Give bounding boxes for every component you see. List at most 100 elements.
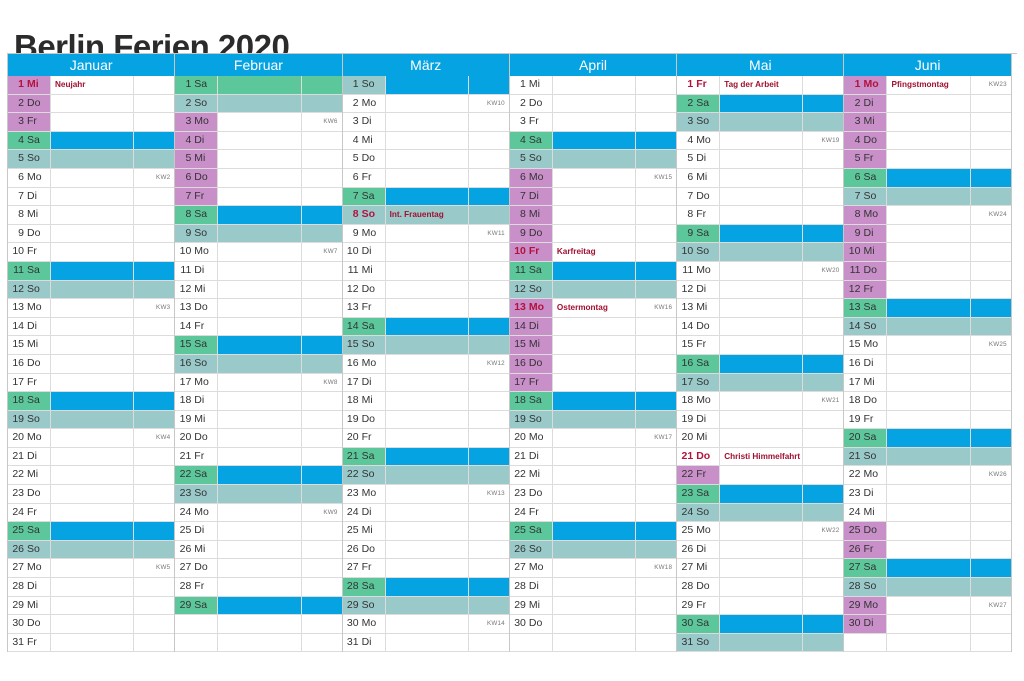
day-cell[interactable]: 9 Mo: [342, 224, 386, 243]
day-cell[interactable]: 18 Do: [844, 392, 888, 410]
day-row[interactable]: 2 Mo KW10: [342, 94, 509, 114]
day-cell[interactable]: 8 So: [342, 206, 386, 224]
day-row[interactable]: 24 Mi: [844, 503, 1011, 523]
day-cell[interactable]: 5 Di: [677, 150, 721, 168]
day-cell[interactable]: 13 Mi: [677, 299, 721, 317]
day-row[interactable]: 30 Sa: [677, 615, 844, 634]
day-row[interactable]: 11 Mo KW20: [677, 261, 844, 281]
day-row[interactable]: 1 Fr Tag der Arbeit: [677, 76, 844, 95]
day-row[interactable]: 7 Do: [677, 187, 844, 207]
day-row[interactable]: 6 Sa: [844, 168, 1011, 188]
day-cell[interactable]: 10 Fr: [509, 243, 553, 261]
day-row[interactable]: 11 Sa: [8, 261, 175, 281]
day-cell[interactable]: 25 Sa: [8, 522, 51, 540]
day-row[interactable]: 4 Do: [844, 131, 1011, 151]
day-row[interactable]: 11 Sa: [509, 261, 677, 281]
day-row[interactable]: 11 Di: [175, 261, 342, 281]
day-row[interactable]: 9 Do: [8, 224, 175, 244]
day-cell[interactable]: 23 Mo: [342, 485, 386, 503]
day-row[interactable]: 29 Mo KW27: [844, 596, 1011, 616]
day-cell[interactable]: 28 So: [844, 578, 888, 596]
event-label[interactable]: Christi Himmelfahrt: [720, 447, 804, 466]
month-header[interactable]: Februar: [175, 54, 342, 76]
day-row[interactable]: 17 Mi: [844, 373, 1011, 393]
day-row[interactable]: 12 Di: [677, 280, 844, 300]
day-row[interactable]: 20 Mi: [677, 429, 844, 448]
day-cell[interactable]: 7 Di: [8, 187, 51, 206]
day-row[interactable]: 14 Fr: [175, 317, 342, 337]
day-cell[interactable]: 9 Sa: [677, 224, 721, 243]
day-row[interactable]: 5 Fr: [844, 150, 1011, 169]
event-label[interactable]: Int. Frauentag: [385, 206, 469, 224]
day-row[interactable]: 23 Sa: [677, 485, 844, 504]
day-row[interactable]: 31 Di: [342, 633, 509, 653]
day-cell[interactable]: 29 So: [342, 596, 386, 615]
day-cell[interactable]: 8 Fr: [677, 206, 721, 224]
day-row[interactable]: 26 Do: [342, 540, 509, 560]
month-header[interactable]: April: [509, 54, 677, 76]
day-row[interactable]: 20 Fr: [342, 429, 509, 448]
day-cell[interactable]: 6 Do: [175, 168, 219, 187]
day-row[interactable]: 16 Do: [509, 354, 677, 374]
day-cell[interactable]: 16 Do: [509, 354, 553, 373]
day-cell[interactable]: 27 Do: [175, 559, 219, 578]
day-row[interactable]: 8 Mo KW24: [844, 206, 1011, 225]
day-row[interactable]: 29 Mi: [8, 596, 175, 616]
day-cell[interactable]: 18 Mi: [342, 392, 386, 410]
day-row[interactable]: 2 Di: [844, 94, 1011, 114]
day-row[interactable]: 26 Fr: [844, 540, 1011, 560]
day-cell[interactable]: 18 Di: [175, 392, 219, 410]
day-row[interactable]: 27 Do: [175, 559, 342, 579]
day-cell[interactable]: 24 Fr: [509, 503, 553, 522]
day-cell[interactable]: 19 So: [509, 410, 553, 429]
day-cell[interactable]: 3 Fr: [8, 113, 51, 131]
day-row[interactable]: 9 Do: [509, 224, 677, 244]
day-cell[interactable]: 4 Sa: [8, 131, 51, 150]
day-row[interactable]: 28 Sa: [342, 578, 509, 597]
day-cell[interactable]: 14 Do: [677, 317, 721, 336]
day-row[interactable]: 8 Mi: [8, 206, 175, 225]
day-row[interactable]: 3 Fr: [8, 113, 175, 132]
day-cell[interactable]: 8 Mo: [844, 206, 888, 224]
day-cell[interactable]: 16 Mo: [342, 354, 386, 373]
day-cell[interactable]: 14 Di: [509, 317, 553, 336]
day-cell[interactable]: 13 Mo: [8, 299, 51, 317]
day-row[interactable]: 22 Mi: [509, 466, 677, 486]
day-cell[interactable]: 24 So: [677, 503, 721, 522]
day-row[interactable]: 19 Mi: [175, 410, 342, 430]
day-cell[interactable]: 6 Mo: [8, 168, 51, 187]
day-row[interactable]: 23 So: [175, 485, 342, 504]
day-row[interactable]: 3 Mo KW6: [175, 113, 342, 132]
day-row[interactable]: 13 Mi: [677, 299, 844, 318]
day-cell[interactable]: 22 So: [342, 466, 386, 485]
day-row[interactable]: 4 Mi: [342, 131, 509, 151]
day-row[interactable]: 13 Fr: [342, 299, 509, 318]
day-cell[interactable]: 19 Do: [342, 410, 386, 429]
day-row[interactable]: 12 So: [509, 280, 677, 300]
day-cell[interactable]: 11 Sa: [8, 261, 51, 280]
day-row[interactable]: 28 Do: [677, 578, 844, 597]
day-cell[interactable]: 7 So: [844, 187, 888, 206]
day-row[interactable]: 28 Di: [509, 578, 677, 597]
day-cell[interactable]: 16 Do: [8, 354, 51, 373]
day-row[interactable]: 4 Di: [175, 131, 342, 151]
day-row[interactable]: 22 Sa: [175, 466, 342, 486]
day-cell[interactable]: 27 Mo: [8, 559, 51, 578]
day-row[interactable]: 18 Do: [844, 392, 1011, 411]
day-cell[interactable]: 17 Fr: [8, 373, 51, 392]
day-row[interactable]: 29 Sa: [175, 596, 342, 616]
day-cell[interactable]: 27 Fr: [342, 559, 386, 578]
day-row[interactable]: 17 So: [677, 373, 844, 393]
day-row[interactable]: 18 Mo KW21: [677, 392, 844, 411]
day-cell[interactable]: 12 Mi: [175, 280, 219, 299]
day-row[interactable]: 7 Di: [8, 187, 175, 207]
day-row[interactable]: 15 Mi: [509, 336, 677, 355]
day-row[interactable]: 27 Fr: [342, 559, 509, 579]
day-row[interactable]: 20 Sa: [844, 429, 1011, 448]
month-header[interactable]: Januar: [8, 54, 175, 76]
day-row[interactable]: 10 So: [677, 243, 844, 262]
day-cell[interactable]: 9 Do: [8, 224, 51, 243]
day-cell[interactable]: 24 Mi: [844, 503, 888, 522]
day-row[interactable]: 13 Mo KW3: [8, 299, 175, 318]
day-cell[interactable]: 17 Fr: [509, 373, 553, 392]
